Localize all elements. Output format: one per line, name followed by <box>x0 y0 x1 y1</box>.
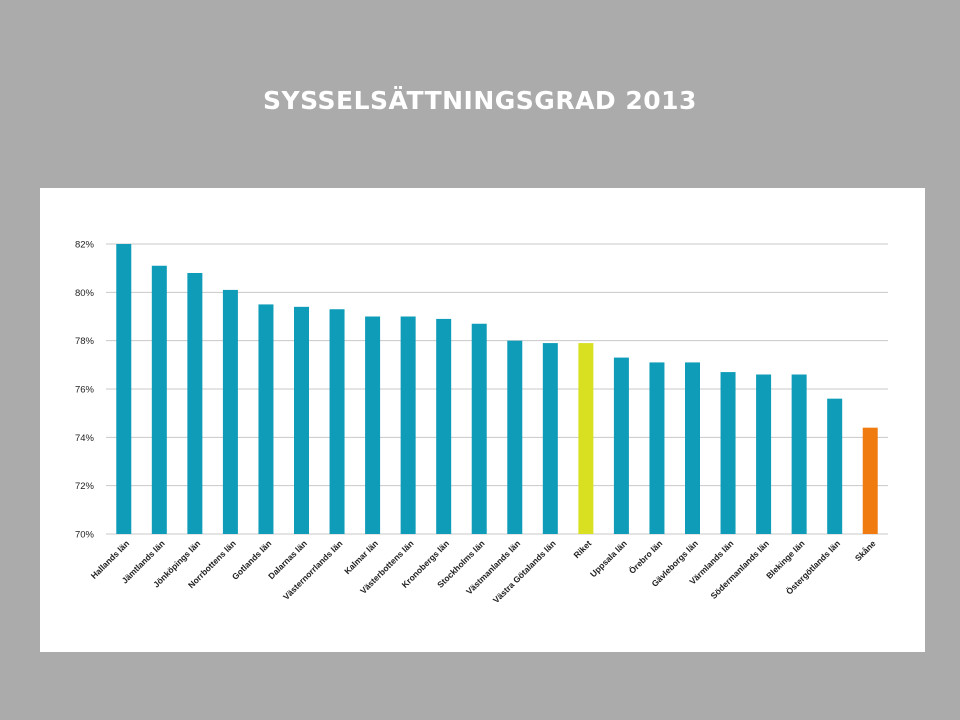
bar <box>222 289 238 534</box>
x-category-label: Skåne <box>853 538 878 563</box>
slide-title: SYSSELSÄTTNINGSGRAD 2013 <box>263 86 697 115</box>
bar <box>791 374 807 534</box>
bar <box>613 357 629 534</box>
bar <box>151 265 167 534</box>
x-category-label: Västernorrlands län <box>281 538 345 602</box>
y-tick-label: 72% <box>75 481 95 492</box>
bar <box>116 244 132 534</box>
x-category-label: Örebro län <box>627 538 664 575</box>
chart-panel: 70% 72% 74% 76% 78% 80% 82% Hallands län Jämtla… <box>40 188 925 652</box>
bar-chart: 70% 72% 74% 76% 78% 80% 82% Hallands länJämtla… <box>75 240 888 605</box>
x-category-label: Uppsala län <box>588 538 629 579</box>
y-tick-label: 80% <box>75 288 95 299</box>
x-category-label: Riket <box>572 538 594 560</box>
bar <box>329 309 345 534</box>
bar <box>294 306 309 534</box>
bars <box>116 244 878 534</box>
bar <box>685 362 700 534</box>
bar <box>507 340 523 534</box>
y-tick-label: 70% <box>75 530 95 541</box>
bar <box>187 273 203 534</box>
bar <box>400 316 416 534</box>
y-tick-label: 76% <box>75 385 95 396</box>
bar <box>365 316 381 534</box>
bar <box>578 343 594 534</box>
bar <box>436 318 452 534</box>
bar <box>471 323 487 534</box>
y-tick-label: 82% <box>75 240 95 251</box>
bar <box>720 372 736 534</box>
bar <box>649 362 665 534</box>
bar <box>542 343 558 534</box>
y-tick-label: 74% <box>75 433 95 444</box>
x-category-label: Västra Götalands län <box>491 538 558 605</box>
bar <box>862 427 878 534</box>
x-category-label: Kalmar län <box>342 538 380 576</box>
bar <box>827 398 843 534</box>
bar <box>258 304 274 534</box>
bar <box>756 374 772 534</box>
y-axis-ticks: 70% 72% 74% 76% 78% 80% 82% <box>75 240 95 541</box>
y-tick-label: 78% <box>75 336 95 347</box>
